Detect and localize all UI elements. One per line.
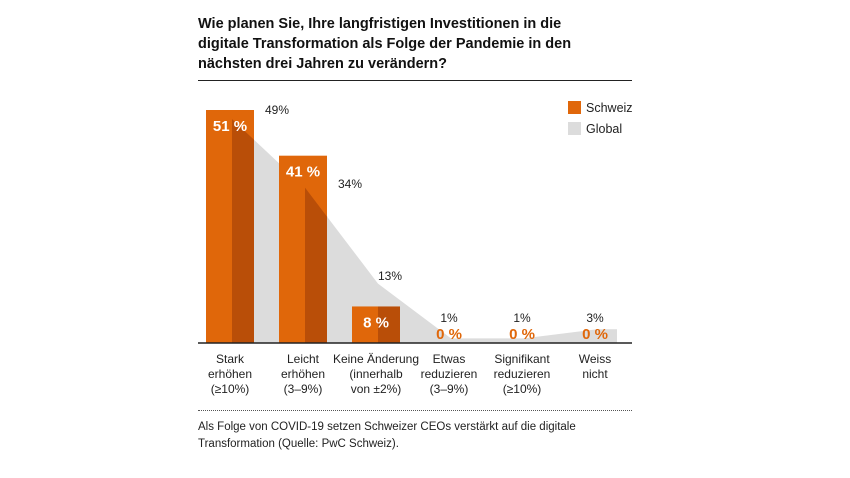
schweiz-value-label: 41 % — [286, 164, 320, 181]
x-tick-label: Etwas — [433, 352, 466, 366]
x-tick-label: (≥10%) — [503, 382, 542, 396]
schweiz-value-label: 0 % — [509, 326, 535, 343]
chart-title-line-1: Wie planen Sie, Ihre langfristigen Inves… — [198, 16, 562, 32]
x-tick-label: Weiss — [579, 352, 611, 366]
global-value-label: 13% — [378, 269, 402, 283]
schweiz-global-overlap — [305, 187, 327, 343]
footnote-line-2: Transformation (Quelle: PwC Schweiz). — [198, 438, 399, 450]
x-tick-label: Stark — [216, 352, 245, 366]
x-tick-label: Signifikant — [494, 352, 550, 366]
x-tick-label: erhöhen — [208, 367, 252, 381]
global-area — [232, 119, 617, 343]
legend-swatch-schweiz — [568, 101, 581, 114]
x-tick-label: (≥10%) — [211, 382, 250, 396]
global-value-label: 3% — [586, 311, 604, 325]
title-divider — [198, 80, 632, 81]
global-value-label: 34% — [338, 177, 362, 191]
chart-title-line-3: nächsten drei Jahren zu verändern? — [198, 56, 447, 72]
x-tick-label: erhöhen — [281, 367, 325, 381]
footnote-divider — [198, 410, 632, 411]
x-tick-label: (3–9%) — [284, 382, 323, 396]
x-tick-label: nicht — [582, 367, 608, 381]
global-value-label: 1% — [440, 311, 458, 325]
legend-label-global: Global — [586, 122, 622, 136]
x-tick-label: (innerhalb — [349, 367, 403, 381]
global-value-label: 49% — [265, 103, 289, 117]
schweiz-global-overlap — [378, 306, 400, 343]
footnote-line-1: Als Folge von COVID-19 setzen Schweizer … — [198, 421, 576, 433]
global-value-label: 1% — [513, 311, 531, 325]
x-tick-label: (3–9%) — [430, 382, 469, 396]
chart-title-line-2: digitale Transformation als Folge der Pa… — [198, 36, 572, 52]
chart-title: Wie planen Sie, Ihre langfristigen Inves… — [198, 14, 638, 74]
x-tick-label: Leicht — [287, 352, 320, 366]
schweiz-global-overlap — [232, 119, 254, 343]
schweiz-value-label: 51 % — [213, 118, 247, 135]
legend-swatch-global — [568, 122, 581, 135]
footnote: Als Folge von COVID-19 setzen Schweizer … — [198, 419, 638, 453]
x-tick-label: reduzieren — [494, 367, 551, 381]
x-tick-label: von ±2%) — [351, 382, 402, 396]
schweiz-value-label: 8 % — [363, 314, 389, 331]
x-tick-label: Keine Änderung — [333, 352, 419, 366]
schweiz-value-label: 0 % — [582, 326, 608, 343]
x-tick-label: reduzieren — [421, 367, 478, 381]
legend-label-schweiz: Schweiz — [586, 101, 633, 115]
schweiz-value-label: 0 % — [436, 326, 462, 343]
